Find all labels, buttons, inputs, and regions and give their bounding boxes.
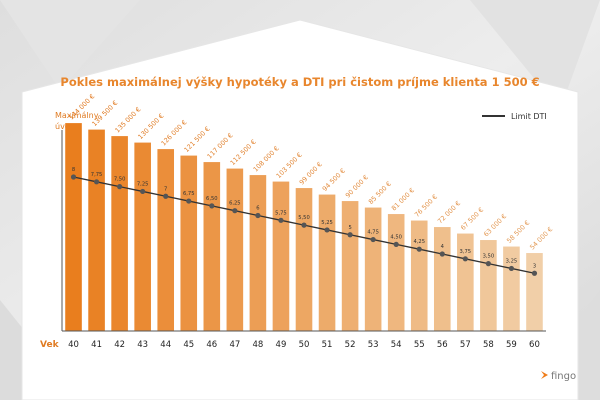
dti-point-label: 8 <box>72 167 75 173</box>
x-tick-label: 44 <box>160 340 171 350</box>
bar-52 <box>341 201 359 331</box>
y-axis-label-line2: úver <box>55 122 74 131</box>
dti-point <box>508 265 515 272</box>
dti-point <box>393 241 399 247</box>
brand-name: fingo <box>551 371 576 382</box>
dti-point <box>70 174 77 180</box>
dti-point <box>439 251 445 257</box>
dti-point-label: 4,50 <box>390 234 402 240</box>
dti-point <box>232 208 238 214</box>
x-tick-label: 48 <box>252 340 263 350</box>
bar-54 <box>387 214 405 331</box>
x-tick-label: 42 <box>114 340 125 350</box>
bar-53 <box>364 207 382 331</box>
x-tick-label: 46 <box>206 340 217 350</box>
dti-point-label: 4 <box>441 244 445 250</box>
dti-point-label: 5,25 <box>321 220 333 226</box>
dti-point-label: 5,50 <box>298 215 310 221</box>
x-tick-label: 51 <box>322 340 333 350</box>
dti-point-label: 7,75 <box>91 172 103 178</box>
dti-point-label: 7,25 <box>137 181 149 187</box>
bar-42 <box>111 136 128 331</box>
bar-50 <box>295 188 313 331</box>
x-tick-label: 41 <box>91 340 102 350</box>
dti-point <box>117 184 123 190</box>
dti-point <box>140 188 146 195</box>
x-tick-label: 60 <box>529 340 540 350</box>
bar-49 <box>272 181 290 331</box>
bar-41 <box>88 129 105 331</box>
dti-point-label: 7,50 <box>114 177 126 183</box>
dti-point <box>301 222 307 228</box>
x-tick-label: 47 <box>229 340 240 350</box>
dti-point <box>485 261 491 267</box>
dti-point <box>278 217 284 223</box>
brand-logo: fingo <box>541 371 576 382</box>
dti-point-label: 6,50 <box>206 196 218 202</box>
dti-point <box>209 203 215 209</box>
dti-point-label: 6,75 <box>183 191 195 197</box>
bar-40 <box>65 123 82 331</box>
bar-43 <box>134 142 151 331</box>
x-tick-label: 56 <box>437 340 448 350</box>
dti-point-label: 6 <box>256 206 259 212</box>
x-tick-label: 49 <box>276 340 287 350</box>
bar-44 <box>157 149 175 331</box>
x-tick-label: 57 <box>460 340 471 350</box>
dti-point <box>186 198 192 204</box>
dti-point-label: 5 <box>348 225 351 231</box>
x-tick-label: 43 <box>137 340 148 350</box>
dti-point <box>255 212 261 219</box>
bar-56 <box>433 227 451 331</box>
chart-title: Pokles maximálnej výšky hypotéky a DTI p… <box>60 75 539 89</box>
dti-point <box>347 232 353 238</box>
bar-46 <box>203 162 221 331</box>
bar-48 <box>249 175 267 331</box>
dti-point-label: 6,25 <box>229 201 241 207</box>
dti-point-label: 7 <box>164 186 167 192</box>
x-tick-label: 52 <box>345 340 356 350</box>
x-tick-label: 45 <box>183 340 194 350</box>
x-tick-label: 55 <box>414 340 425 350</box>
dti-line-group: 8 7,75 7,50 7,25 7 6,75 6,50 6,25 6 5,75 5,50 5,25 5… <box>70 167 538 276</box>
x-tick-label: 53 <box>368 340 379 350</box>
x-tick-label: 40 <box>68 340 79 350</box>
legend-label: Limit DTI <box>511 112 547 121</box>
y-axis-label-line1: Maximálny <box>55 111 99 120</box>
legend: Limit DTI <box>482 112 547 121</box>
bar-51 <box>318 194 336 331</box>
dti-point <box>531 270 538 276</box>
x-tick-label: 50 <box>299 340 310 350</box>
dti-point-label: 3,25 <box>506 258 518 264</box>
brand-arrow-icon <box>541 371 548 379</box>
dti-point <box>163 193 169 199</box>
x-tick-label: 54 <box>391 340 402 350</box>
bar-55 <box>410 220 428 331</box>
dti-point <box>324 227 330 233</box>
dti-point <box>370 236 376 243</box>
dti-point <box>462 256 468 262</box>
dti-point <box>416 246 422 252</box>
dti-point-label: 3,50 <box>483 254 495 260</box>
x-tick-label: 58 <box>483 340 494 350</box>
dti-point-label: 4,75 <box>367 230 379 236</box>
bar-47 <box>226 168 244 331</box>
x-tick-label: 59 <box>506 340 517 350</box>
dti-point-label: 3 <box>533 263 536 269</box>
bar-45 <box>180 155 198 331</box>
dti-point-label: 3,75 <box>460 249 472 255</box>
dti-point <box>93 179 100 185</box>
x-axis-label: Vek <box>40 340 60 350</box>
x-tick-group: 40 41 42 43 44 45 46 47 48 49 50 51 52 53 54 55 56 57 58 59… <box>68 340 540 350</box>
dti-point-label: 5,75 <box>275 210 287 216</box>
dti-point-label: 4,25 <box>413 239 425 245</box>
